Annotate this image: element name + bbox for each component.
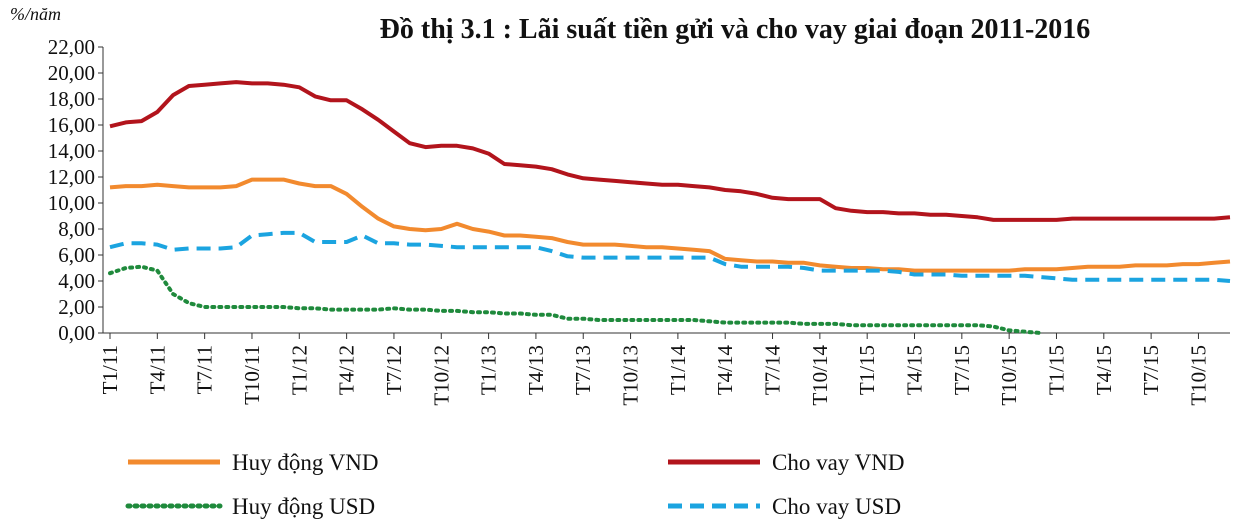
y-tick-label: 20,00 [48,61,95,85]
legend-label: Huy động USD [232,494,375,519]
x-tick-label: T10/14 [808,345,832,406]
legend-label: Huy động VND [232,450,379,475]
x-tick-label: T7/11 [193,345,217,394]
x-tick-label: T1/11 [98,345,122,394]
y-tick-label: 0,00 [58,321,95,345]
x-tick-label: T7/12 [382,345,406,395]
x-tick-label: T7/15 [1139,345,1163,395]
x-tick-label: T10/12 [429,345,453,406]
chart-title: Đồ thị 3.1 : Lãi suất tiền gửi và cho va… [380,14,1091,45]
x-tick-label: T10/15 [1186,345,1210,406]
series-line [109,80,1231,222]
x-tick-label: T7/14 [761,345,785,396]
x-tick-label: T4/14 [713,345,737,396]
x-tick-label: T10/15 [997,345,1021,406]
y-axis-label: %/năm [10,4,61,24]
x-tick-label: T4/11 [145,345,169,394]
legend-label: Cho vay USD [772,494,901,519]
legend-label: Cho vay VND [772,450,904,475]
x-tick-label: T1/12 [287,345,311,395]
y-tick-label: 6,00 [58,243,95,267]
series-line [108,264,1043,335]
y-tick-label: 22,00 [48,35,95,59]
x-tick-label: T10/13 [619,345,643,406]
x-tick-label: T1/15 [1044,345,1068,395]
x-tick-label: T1/13 [477,345,501,395]
x-tick-label: T7/15 [950,345,974,395]
x-tick-label: T4/15 [903,345,927,395]
x-tick-label: T10/11 [240,345,264,405]
y-tick-label: 18,00 [48,87,95,111]
x-tick-label: T4/12 [335,345,359,395]
y-tick-label: 10,00 [48,191,95,215]
y-tick-label: 14,00 [48,139,95,163]
y-tick-label: 2,00 [58,295,95,319]
y-tick-label: 8,00 [58,217,95,241]
y-tick-label: 4,00 [58,269,95,293]
x-tick-label: T7/13 [571,345,595,395]
x-tick-label: T1/14 [666,345,690,396]
series-line [109,230,1231,283]
x-tick-label: T4/15 [1092,345,1116,395]
x-tick-label: T1/15 [855,345,879,395]
y-tick-label: 16,00 [48,113,95,137]
series-line [109,177,1231,273]
y-tick-label: 12,00 [48,165,95,189]
x-tick-label: T4/13 [524,345,548,395]
